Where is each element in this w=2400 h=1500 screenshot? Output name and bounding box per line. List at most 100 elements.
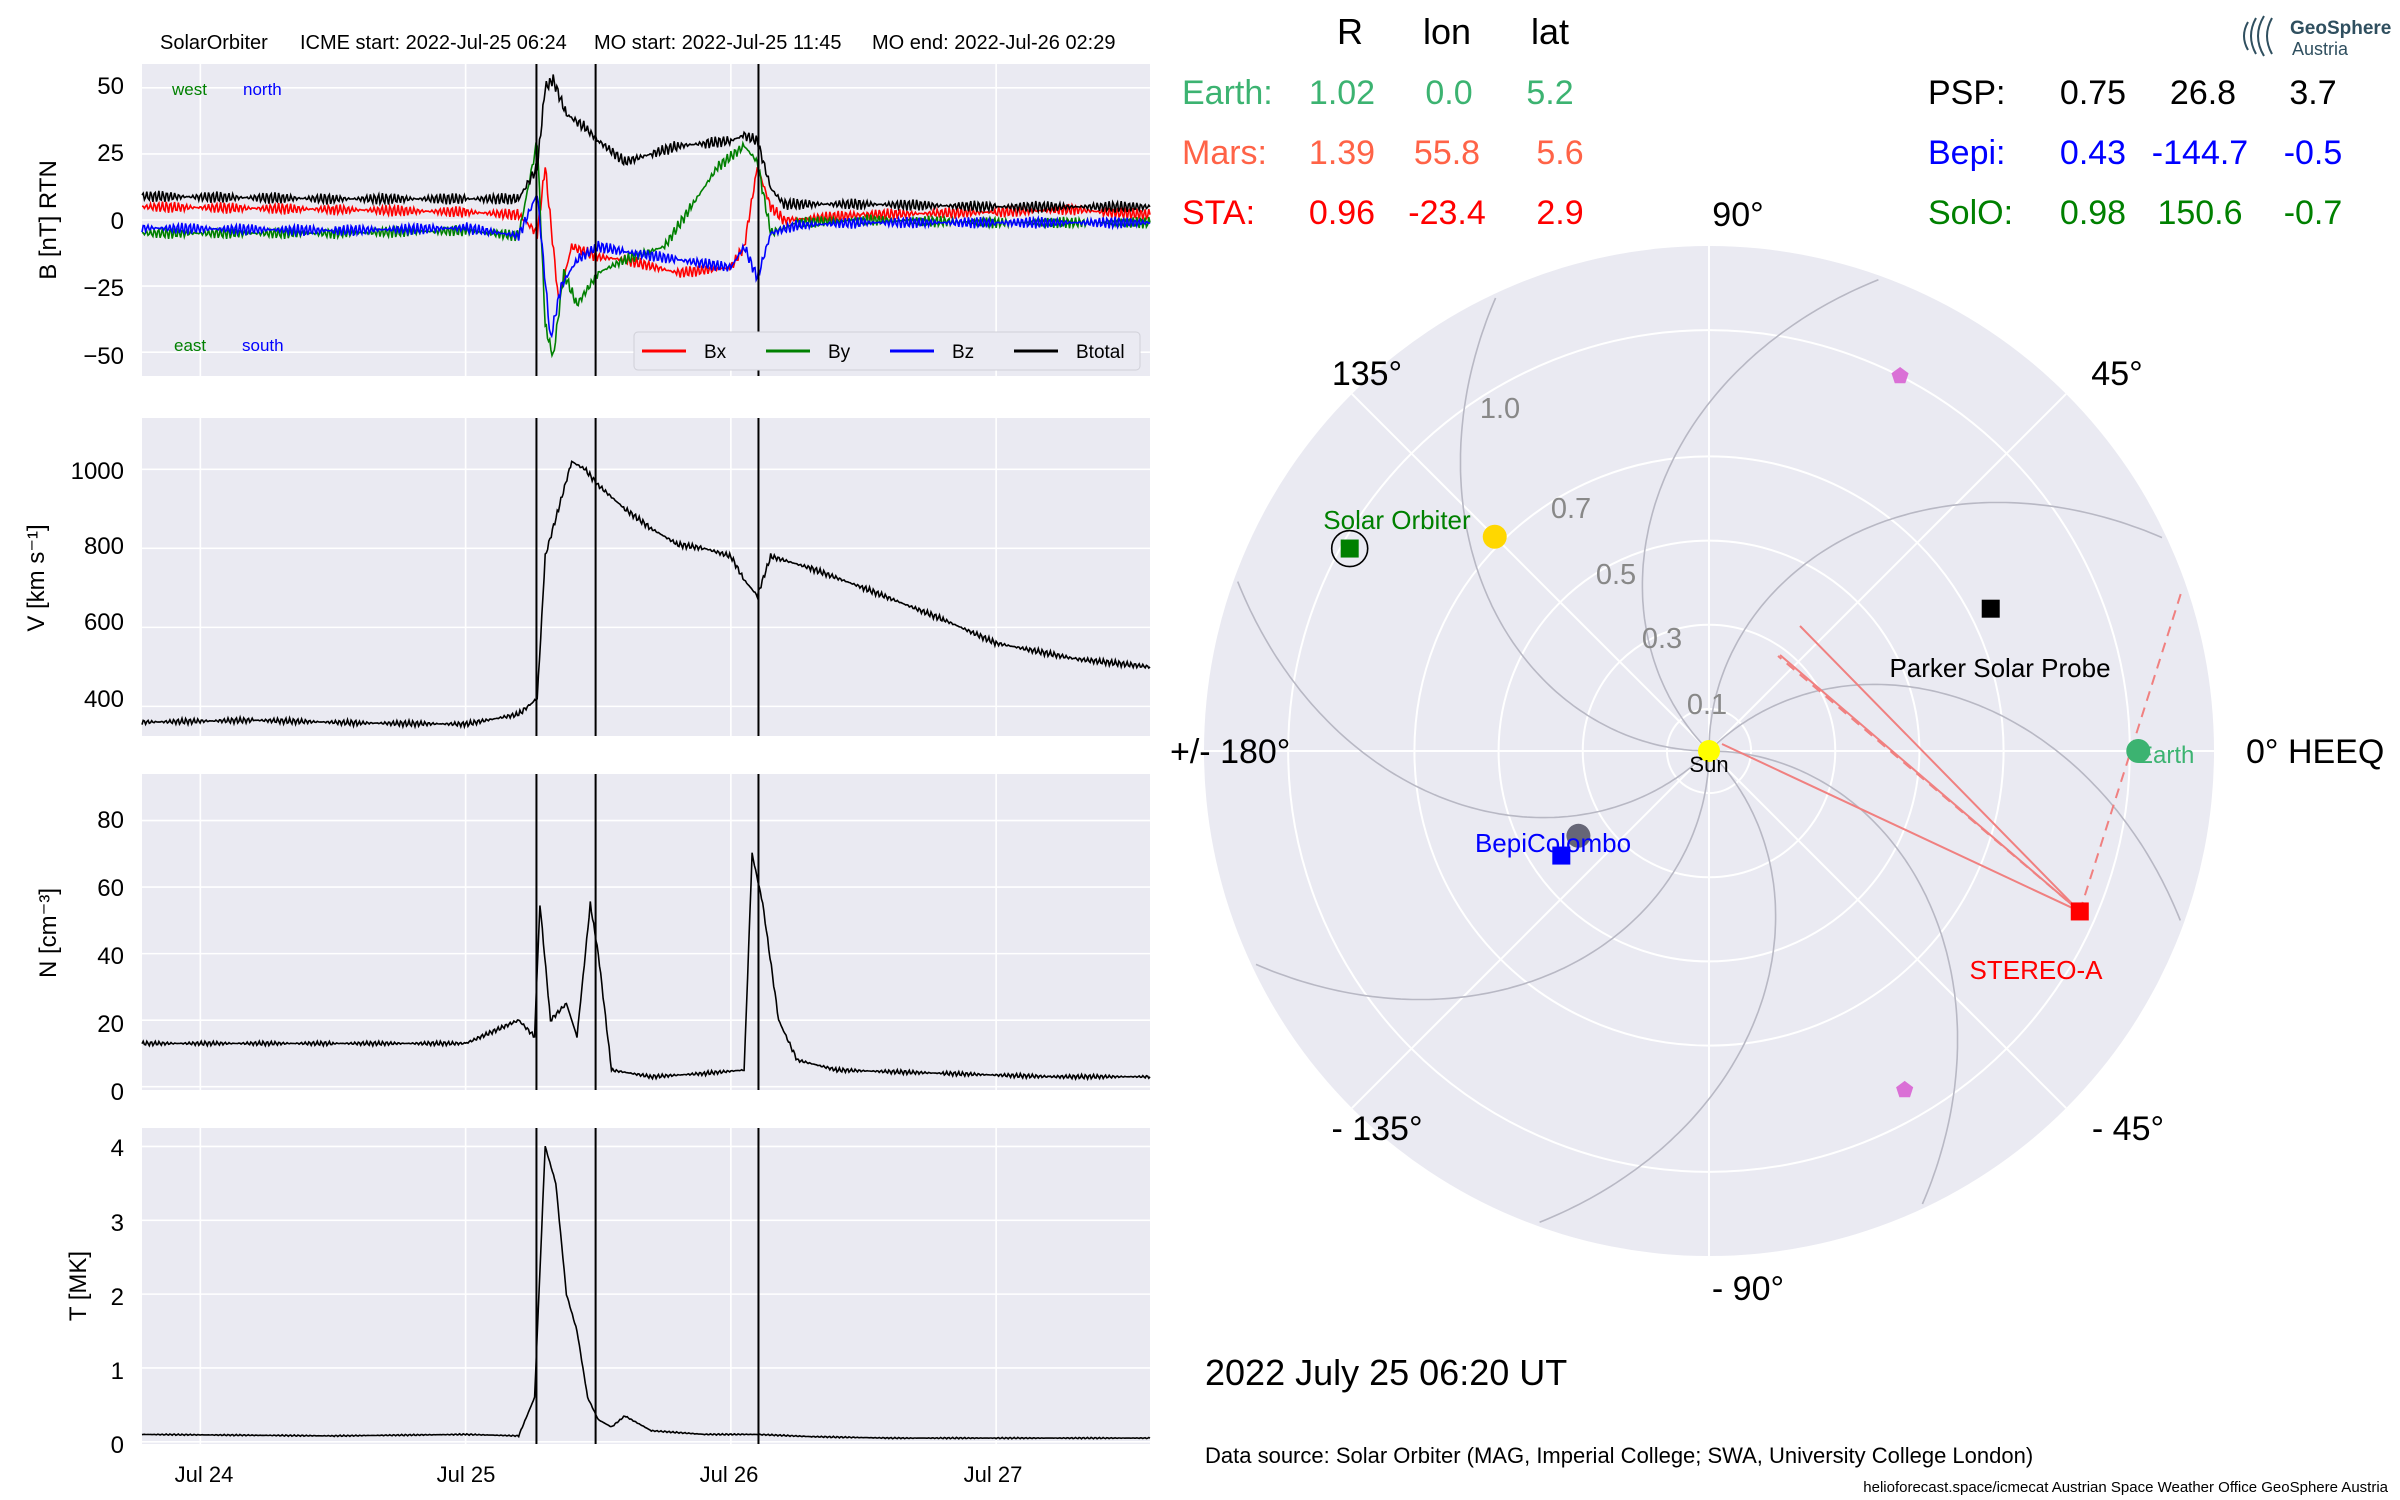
row-psp-r: 0.75 [2060,74,2126,112]
legend-label-bx: Bx [704,342,727,363]
legend-frame [633,331,1141,371]
label-stereo-a: STEREO-A [1970,955,2104,985]
xtick-label: Jul 27 [964,1462,1023,1487]
panel-v-yticks: 1000 800 600 400 [71,458,124,713]
xtick-label: Jul 25 [437,1462,496,1487]
panel-t-ylabel: T [MK] [65,1251,92,1321]
row-bepi-r: 0.43 [2060,134,2126,172]
angular-grid-line [1708,750,2067,1109]
row-mars-lat: 5.6 [1536,134,1583,172]
logo-line2: Austria [2292,39,2349,59]
stereo-a-fov-line [1779,654,2081,913]
label-psp: Parker Solar Probe [1889,653,2110,683]
panel-n-ytick: 20 [97,1011,124,1038]
row-sta-r: 0.96 [1309,194,1375,232]
solar-orbiter-highlight-ring [1330,529,1369,568]
stereo-a-fov-line [1721,743,2081,913]
angular-grid-line [1351,750,1710,1109]
label-solo: Solar Orbiter [1323,505,1471,535]
radial-label-0.7: 0.7 [1551,493,1591,525]
label-north: north [243,80,282,99]
angle-label-m90: - 90° [1712,1270,1784,1308]
panel-n-ytick: 60 [97,875,124,902]
row-earth-r: 1.02 [1309,74,1375,112]
row-sta-name: STA: [1182,194,1255,232]
angle-label-m45: - 45° [2092,1110,2164,1148]
panel-t-ytick: 2 [111,1284,124,1311]
panel-t-ytick: 0 [111,1432,124,1459]
panel-t-ytick: 4 [111,1135,124,1162]
panel-t-background [142,1128,1150,1444]
angular-grid-line [1708,393,2067,752]
panel-v-ytick: 800 [84,533,124,560]
panel-b-ylabel: B [nT] RTN [35,160,62,280]
logo-mark-icon [2243,15,2273,57]
parker-spiral-line [1539,756,1777,1224]
row-solo-lon: 150.6 [2157,194,2242,232]
stereo-a-fov-line [1799,625,2081,913]
timeseries-panels: B [nT] RTN 50 25 0 −25 −50 west north ea… [23,64,1151,1487]
source-label: Data source: Solar Orbiter (MAG, Imperia… [1205,1443,2033,1468]
row-bepi-name: Bepi: [1928,134,2006,172]
table-header-lon: lon [1423,11,1471,52]
row-psp-name: PSP: [1928,74,2005,112]
parker-spiral-line [1708,501,2163,743]
marker-parker-solar-probe-square [1981,599,2000,618]
panel-b-ytick: 0 [111,208,124,235]
panel-n-ytick: 40 [97,943,124,970]
header-icme-start: ICME start: 2022-Jul-25 06:24 [300,32,567,54]
header-mo-end: MO end: 2022-Jul-26 02:29 [872,32,1116,54]
panel-n: N [cm⁻³] 80 60 40 20 0 [35,774,1151,1106]
parker-spiral-line [1255,759,1710,1001]
xtick-label: Jul 24 [175,1462,234,1487]
series-bz [141,195,1151,339]
row-earth-lon: 0.0 [1425,74,1472,112]
panel-b-grid [142,64,1150,376]
label-south: south [242,336,284,355]
header-spacecraft: SolarOrbiter [160,32,268,54]
legend-label-by: By [828,342,851,363]
parker-spiral-line [1236,581,1704,819]
geosphere-logo: GeoSphere Austria [2243,15,2391,59]
parker-spiral-line [1714,683,2182,921]
series-btotal [141,74,1151,215]
row-sta-lon: -23.4 [1408,194,1486,232]
parker-spiral-line [1641,278,1879,746]
panel-v-ytick: 600 [84,609,124,636]
panel-n-ytick: 0 [111,1079,124,1106]
polar-position-plot: 90° 45° 0° HEEQ - 45° - 90° - 135° +/- 1… [1170,196,2384,1308]
panel-b-legend: Bx By Bz Btotal [633,331,1141,371]
panel-v-series [141,418,1151,736]
marker-unlabeled-pentagon [1896,1080,1914,1098]
panel-n-background [142,774,1150,1090]
table-header-lat: lat [1531,11,1569,52]
panel-n-series [141,774,1151,1090]
panel-b-series [141,64,1151,376]
panel-b-yticks: 50 25 0 −25 −50 [83,73,124,370]
panel-t: T [MK] 4 3 2 1 0 [65,1128,1151,1459]
header-mo-start: MO start: 2022-Jul-25 11:45 [594,32,842,54]
angle-label-180: +/- 180° [1170,733,1290,771]
table-header-r: R [1337,11,1363,52]
series-by [141,140,1151,359]
label-bepi: BepiColombo [1475,828,1631,858]
panel-v-ylabel: V [km s⁻¹] [23,524,50,631]
panel-b: B [nT] RTN 50 25 0 −25 −50 west north ea… [35,64,1151,376]
row-bepi-lon: -144.7 [2152,134,2248,172]
marker-sun-circle [1698,740,1720,762]
position-table: R lon lat Earth: 1.02 0.0 5.2 Mars: 1.39… [1182,11,2342,232]
angle-label-45: 45° [2091,355,2142,393]
marker-unlabeled-circle [1566,823,1591,848]
row-solo-r: 0.98 [2060,194,2126,232]
panel-n-yticks: 80 60 40 20 0 [97,807,124,1106]
panel-v-background [142,418,1150,736]
panel-t-yticks: 4 3 2 1 0 [111,1135,124,1459]
stereo-a-fov-dashed-line [1777,655,2081,913]
polar-bodies [1330,367,2183,1098]
marker-stereo-a-square [2070,902,2089,921]
panel-t-series [141,1128,1151,1444]
marker-solar-orbiter-square [1340,539,1359,558]
angle-label-135: 135° [1332,355,1402,393]
angle-label-m135: - 135° [1331,1110,1422,1148]
row-psp-lat: 3.7 [2289,74,2336,112]
